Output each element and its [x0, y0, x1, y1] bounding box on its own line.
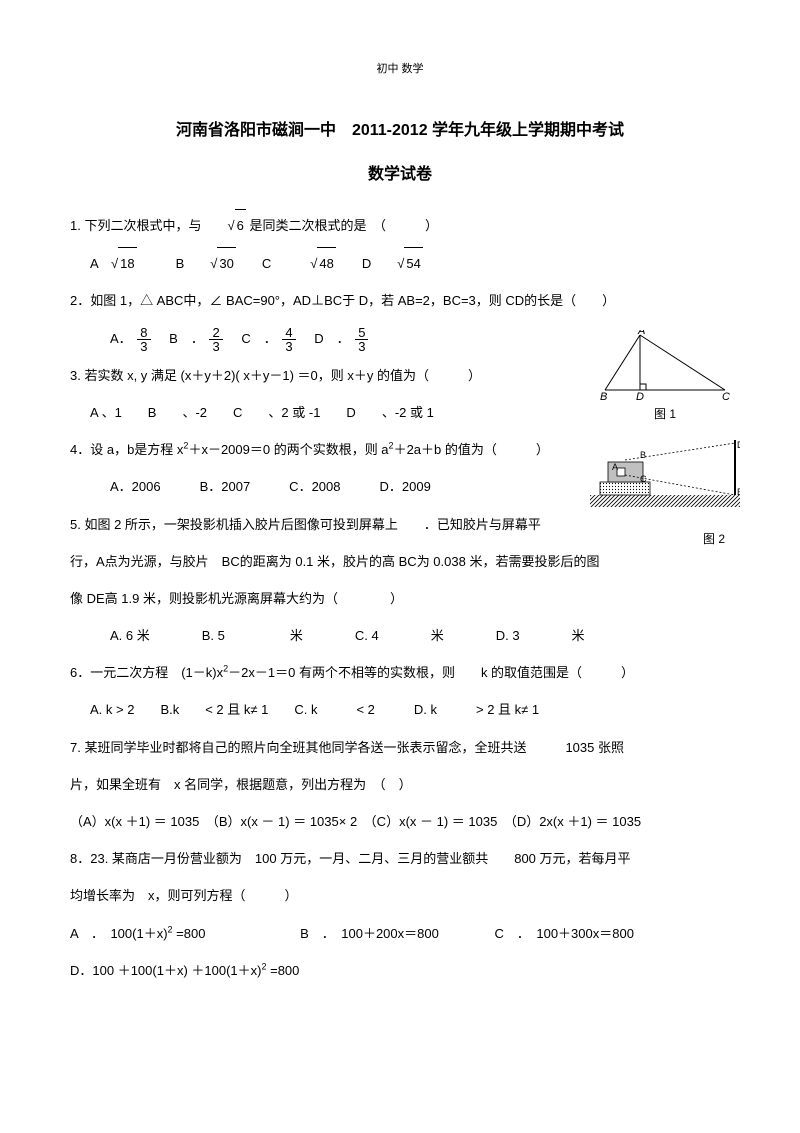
question-1: 1. 下列二次根式中，与 6 是同类二次根式的是 （ ） — [70, 209, 730, 241]
svg-text:C: C — [640, 474, 647, 484]
page-title: 河南省洛阳市磁涧一中 2011-2012 学年九年级上学期期中考试 — [70, 116, 730, 140]
q8-opt4-pre: D．100 ＋100(1＋x) ＋100(1＋x) — [70, 963, 261, 978]
q8-opt4-post: =800 — [266, 963, 299, 978]
q8-opt2: B ． 100＋200x＝800 — [300, 926, 439, 941]
figure-2-label: 图 2 — [703, 530, 725, 547]
q6-options: A. k > 2 B.k < 2 且 k≠ 1 C. k < 2 D. k > … — [70, 694, 730, 725]
frac-num: 5 — [355, 326, 368, 340]
q4-pre: 4．设 a，b是方程 x — [70, 442, 183, 457]
question-8-line2: 均增长率为 x，则可列方程（ ） — [70, 880, 730, 911]
triangle-diagram: A B D C — [600, 330, 730, 400]
svg-text:D: D — [737, 440, 740, 450]
q2-opt-b: B ． — [169, 331, 204, 346]
question-7-line1: 7. 某班同学毕业时都将自己的照片向全班其他同学各送一张表示留念，全班共送 10… — [70, 732, 730, 763]
figure-2: A B C D E — [590, 440, 740, 513]
frac-num: 4 — [282, 326, 295, 340]
figure-1-label: 图 1 — [600, 405, 730, 422]
question-5-line1: 5. 如图 2 所示，一架投影机插入胶片后图像可投到屏幕上 ．已知胶片与屏幕平 — [70, 509, 730, 540]
frac-num: 2 — [209, 326, 222, 340]
q6-post: －2x－1＝0 有两个不相等的实数根，则 k 的取值范围是（ ） — [228, 665, 634, 680]
projector-diagram: A B C D E — [590, 440, 740, 510]
question-6: 6．一元二次方程 (1－k)x2－2x－1＝0 有两个不相等的实数根，则 k 的… — [70, 657, 730, 688]
q2-opt-c: C ． — [241, 331, 276, 346]
question-8-line1: 8．23. 某商店一月份营业额为 100 万元，一月、二月、三月的营业额共 80… — [70, 843, 730, 874]
q2-opt-a: A． — [110, 331, 132, 346]
q6-pre: 6．一元二次方程 (1－k)x — [70, 665, 223, 680]
q8-opt1-pre: A ． 100(1＋x) — [70, 926, 168, 941]
q5-options: A. 6 米 B. 5 米 C. 4 米 D. 3 米 — [70, 620, 730, 651]
frac-den: 3 — [209, 340, 222, 353]
q8-options-row1: A ． 100(1＋x)2 =800 B ． 100＋200x＝800 C ． … — [70, 918, 730, 949]
q8-options-row2: D．100 ＋100(1＋x) ＋100(1＋x)2 =800 — [70, 955, 730, 986]
q1-text: 1. 下列二次根式中，与 6 是同类二次根式的是 （ ） — [70, 218, 438, 233]
svg-text:A: A — [637, 330, 645, 337]
q4-mid: ＋x－2009＝0 的两个实数根，则 a — [188, 442, 388, 457]
svg-text:B: B — [600, 391, 607, 400]
header-label: 初中 数学 — [70, 60, 730, 76]
q8-opt1-post: =800 — [173, 926, 206, 941]
figure-1: A B D C 图 1 — [600, 330, 730, 422]
question-5-line2: 行，A点为光源，与胶片 BC的距离为 0.1 米，胶片的高 BC为 0.038 … — [70, 546, 730, 577]
question-5-line3: 像 DE高 1.9 米，则投影机光源离屏幕大约为（ ） — [70, 583, 730, 614]
frac-den: 3 — [355, 340, 368, 353]
q1-options: A 18 B 30 C 48 D 54 — [70, 247, 730, 279]
page-subtitle: 数学试卷 — [70, 160, 730, 184]
svg-text:E: E — [737, 487, 740, 497]
svg-text:A: A — [612, 462, 618, 472]
q2-opt-d: D ． — [314, 331, 349, 346]
svg-text:C: C — [722, 391, 730, 400]
frac-num: 8 — [137, 326, 150, 340]
q7-options: （A）x(x ＋1) ＝ 1035 （B）x(x － 1) ＝ 1035× 2 … — [70, 806, 730, 837]
question-2: 2．如图 1，△ ABC中，∠ BAC=90°，AD⊥BC于 D，若 AB=2，… — [70, 285, 730, 316]
svg-text:B: B — [640, 450, 646, 460]
frac-den: 3 — [282, 340, 295, 353]
question-7-line2: 片，如果全班有 x 名同学，根据题意，列出方程为 （ ） — [70, 769, 730, 800]
svg-text:D: D — [636, 391, 644, 400]
q8-opt3: C ． 100＋300x＝800 — [494, 926, 633, 941]
q4-post: ＋2a＋b 的值为（ ） — [394, 442, 549, 457]
frac-den: 3 — [137, 340, 150, 353]
